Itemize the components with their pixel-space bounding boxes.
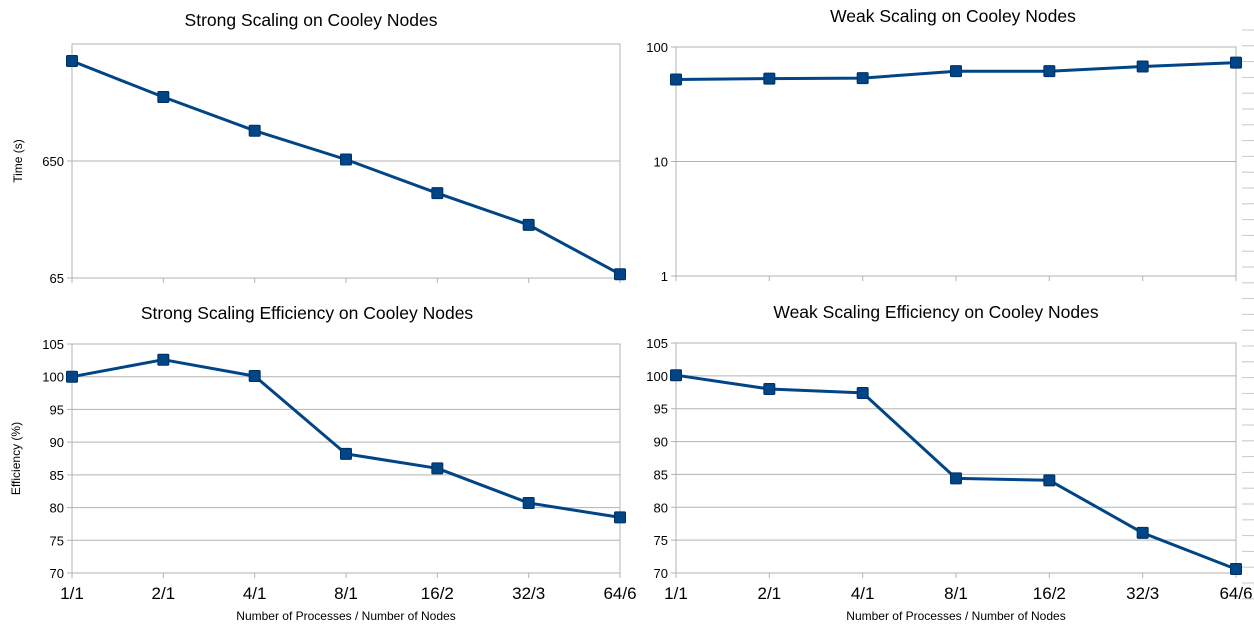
y-tick-label: 10: [654, 155, 668, 170]
x-tick-label: 16/2: [1033, 584, 1066, 603]
data-point: [248, 370, 261, 383]
x-axis-title: Number of Processes / Number of Nodes: [846, 609, 1065, 623]
x-tick-label: 8/1: [944, 584, 968, 603]
data-point: [670, 369, 682, 382]
y-tick-label: 105: [42, 337, 64, 352]
x-tick-label: 2/1: [152, 584, 176, 603]
y-axis-title: Time (s): [11, 139, 25, 183]
y-tick-label: 1: [661, 269, 668, 284]
data-point: [856, 386, 869, 399]
y-tick-label: 95: [654, 402, 668, 417]
x-tick-label: 1/1: [664, 584, 688, 603]
x-tick-label: 32/3: [512, 584, 545, 603]
data-point: [950, 472, 962, 485]
series-line: [71, 358, 621, 519]
data-point: [950, 65, 962, 78]
data-point: [763, 383, 776, 395]
y-tick-label: 80: [50, 501, 64, 516]
data-point: [66, 55, 78, 68]
y-tick-label: 100: [646, 369, 668, 384]
x-axis-title: Number of Processes / Number of Nodes: [236, 609, 455, 623]
chart-title: Strong Scaling on Cooley Nodes: [185, 10, 438, 30]
y-tick-label: 100: [646, 40, 668, 55]
chart-title: Strong Scaling Efficiency on Cooley Node…: [141, 303, 474, 323]
y-tick-label: 90: [50, 435, 64, 450]
y-tick-label: 70: [50, 566, 64, 581]
x-tick-label: 64/6: [603, 584, 636, 603]
data-point: [340, 153, 352, 166]
data-point: [614, 511, 626, 524]
data-point: [1043, 474, 1056, 487]
data-point: [157, 91, 170, 104]
y-tick-label: 95: [50, 402, 64, 417]
data-point: [340, 447, 352, 460]
data-point: [431, 187, 444, 200]
data-point: [248, 124, 261, 137]
data-point: [856, 72, 869, 85]
y-tick-label: 85: [50, 468, 64, 483]
plot-frame: [675, 342, 1237, 574]
y-tick-label: 80: [654, 500, 668, 515]
data-point: [1230, 563, 1242, 576]
y-tick-label: 650: [42, 154, 64, 169]
x-tick-label: 1/1: [60, 584, 84, 603]
y-tick-label: 90: [654, 435, 668, 450]
y-tick-label: 70: [654, 566, 668, 581]
chart-title: Weak Scaling Efficiency on Cooley Nodes: [773, 302, 1098, 322]
y-tick-label: 65: [50, 271, 64, 286]
data-point: [763, 72, 776, 85]
data-point: [1136, 526, 1149, 539]
data-point: [1230, 56, 1242, 69]
x-tick-label: 4/1: [851, 584, 875, 603]
series-line: [71, 59, 621, 276]
data-point: [1136, 60, 1149, 73]
x-tick-label: 64/6: [1219, 584, 1252, 603]
chart-title: Weak Scaling on Cooley Nodes: [830, 6, 1076, 26]
data-point: [522, 496, 535, 509]
data-point: [66, 370, 78, 383]
data-point: [431, 462, 444, 475]
y-tick-label: 75: [654, 533, 668, 548]
data-point: [1043, 65, 1056, 78]
data-point: [157, 353, 170, 366]
y-tick-label: 75: [50, 533, 64, 548]
x-tick-label: 2/1: [758, 584, 782, 603]
data-point: [522, 218, 535, 231]
x-tick-label: 32/3: [1126, 584, 1159, 603]
x-tick-label: 8/1: [334, 584, 358, 603]
y-tick-label: 100: [42, 370, 64, 385]
y-tick-label: 105: [646, 336, 668, 351]
data-point: [670, 73, 682, 86]
data-point: [614, 268, 626, 281]
x-tick-label: 4/1: [243, 584, 267, 603]
y-tick-label: 85: [654, 467, 668, 482]
y-axis-title: Efficiency (%): [9, 422, 23, 495]
x-tick-label: 16/2: [421, 584, 454, 603]
